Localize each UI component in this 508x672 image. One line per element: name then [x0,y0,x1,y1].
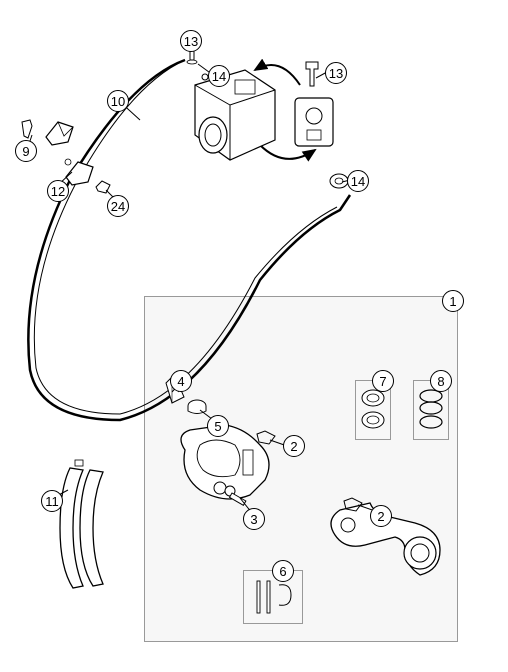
leader-lines [0,0,508,672]
callout-24: 24 [107,195,129,217]
callout-13: 13 [180,30,202,52]
callout-14: 14 [208,65,230,87]
callout-7: 7 [372,370,394,392]
callout-3: 3 [243,508,265,530]
callout-9: 9 [15,140,37,162]
callout-8: 8 [430,370,452,392]
callout-11: 11 [41,490,63,512]
callout-6: 6 [272,560,294,582]
callout-2b: 2 [370,505,392,527]
callout-4: 4 [170,370,192,392]
callout-12: 12 [47,180,69,202]
callout-5: 5 [207,415,229,437]
callout-13b: 13 [325,62,347,84]
callout-14b: 14 [347,170,369,192]
callout-10: 10 [107,90,129,112]
callout-2: 2 [283,435,305,457]
callout-1: 1 [442,290,464,312]
